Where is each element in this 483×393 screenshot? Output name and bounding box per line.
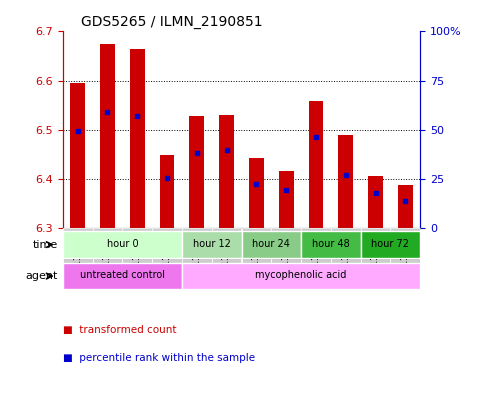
Text: untreated control: untreated control <box>80 270 165 281</box>
Text: hour 0: hour 0 <box>107 239 138 249</box>
Text: GSM1133725: GSM1133725 <box>163 230 171 281</box>
Bar <box>63 228 93 289</box>
Text: mycophenolic acid: mycophenolic acid <box>256 270 347 281</box>
Bar <box>182 228 212 289</box>
Text: hour 24: hour 24 <box>252 239 290 249</box>
Bar <box>182 231 242 258</box>
Bar <box>70 83 85 228</box>
Bar <box>368 176 383 228</box>
Bar <box>361 231 420 258</box>
Text: GSM1133727: GSM1133727 <box>222 230 231 281</box>
Bar <box>301 231 361 258</box>
Bar <box>361 228 390 289</box>
Text: GSM1133726: GSM1133726 <box>192 230 201 281</box>
Bar <box>249 158 264 228</box>
Text: GSM1133729: GSM1133729 <box>282 230 291 281</box>
Bar <box>242 228 271 289</box>
Text: time: time <box>33 240 58 250</box>
Text: GSM1133722: GSM1133722 <box>73 230 82 281</box>
Bar <box>212 228 242 289</box>
Bar <box>242 231 301 258</box>
Bar <box>301 228 331 289</box>
Text: hour 12: hour 12 <box>193 239 231 249</box>
Bar <box>338 134 353 228</box>
Text: agent: agent <box>26 271 58 281</box>
Bar <box>331 228 361 289</box>
Bar <box>271 228 301 289</box>
Text: hour 72: hour 72 <box>371 239 410 249</box>
Bar <box>398 185 413 228</box>
Text: GSM1133723: GSM1133723 <box>103 230 112 281</box>
Text: GSM1133724: GSM1133724 <box>133 230 142 281</box>
Text: ■  transformed count: ■ transformed count <box>63 325 176 335</box>
Bar <box>100 44 115 228</box>
Text: GSM1133733: GSM1133733 <box>401 230 410 281</box>
Text: ■  percentile rank within the sample: ■ percentile rank within the sample <box>63 353 255 363</box>
Text: GSM1133731: GSM1133731 <box>341 230 350 281</box>
Text: GSM1133730: GSM1133730 <box>312 230 320 281</box>
Bar <box>63 231 182 258</box>
Bar <box>152 228 182 289</box>
Bar <box>63 263 182 289</box>
Bar <box>93 228 122 289</box>
Text: GSM1133732: GSM1133732 <box>371 230 380 281</box>
Text: hour 48: hour 48 <box>312 239 350 249</box>
Bar <box>130 49 145 228</box>
Bar <box>279 171 294 228</box>
Text: GDS5265 / ILMN_2190851: GDS5265 / ILMN_2190851 <box>81 15 262 29</box>
Bar <box>189 116 204 228</box>
Bar <box>309 101 324 228</box>
Bar <box>122 228 152 289</box>
Bar <box>219 115 234 228</box>
Bar <box>390 228 420 289</box>
Bar <box>159 155 174 228</box>
Bar <box>182 263 420 289</box>
Text: GSM1133728: GSM1133728 <box>252 230 261 281</box>
